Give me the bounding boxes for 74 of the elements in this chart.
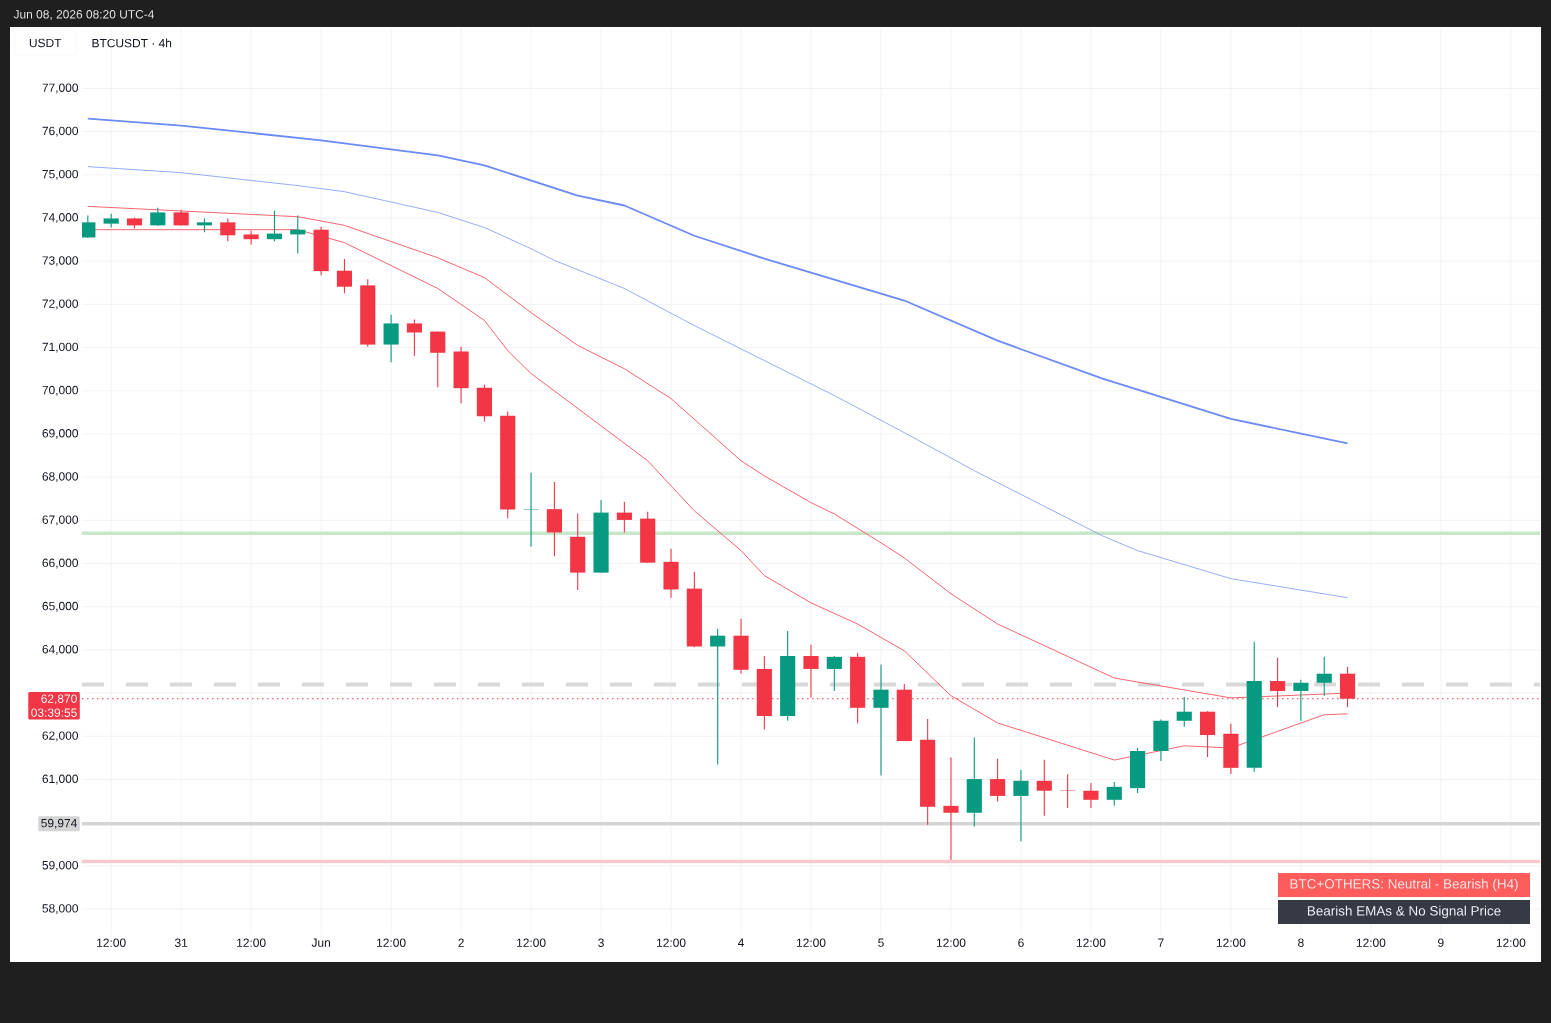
x-tick-label: 7 xyxy=(1158,938,1164,947)
y-tick-label: 71,000 xyxy=(42,342,79,353)
candlestick xyxy=(1293,679,1309,722)
x-tick-label: 2 xyxy=(458,938,464,947)
x-tick-label: 12:00 xyxy=(1076,938,1106,947)
annotation: Bearish EMAs & No Signal Price xyxy=(1307,905,1501,919)
y-tick-label: 69,000 xyxy=(42,429,79,439)
x-tick-label: 12:00 xyxy=(936,938,966,947)
candlestick xyxy=(873,664,889,777)
y-tick-label: 70,000 xyxy=(42,385,79,396)
line-series xyxy=(86,117,1349,445)
candlestick xyxy=(710,628,726,765)
candlestick xyxy=(943,756,959,861)
x-tick-label: 4 xyxy=(737,938,744,947)
x-tick-label: 12:00 xyxy=(656,938,686,947)
x-tick-label: 12:00 xyxy=(97,938,126,947)
y-tick-label: 64,000 xyxy=(42,645,79,655)
candlestick xyxy=(1316,656,1332,697)
candlestick xyxy=(803,644,819,698)
text: USDT xyxy=(29,38,62,48)
y-tick-label: 62,000 xyxy=(42,731,79,742)
x-tick-label: 9 xyxy=(1438,938,1444,947)
annotation: BTC+OTHERS: Neutral - Bearish (H4) xyxy=(1290,878,1518,892)
y-tick-label: 67,000 xyxy=(42,515,79,526)
y-tick-label: 66,000 xyxy=(42,558,79,569)
x-tick-label: 12:00 xyxy=(1356,938,1386,947)
candlestick xyxy=(243,230,259,246)
candlestick xyxy=(383,314,399,363)
x-tick-label: 12:00 xyxy=(237,938,266,947)
candlestick xyxy=(1199,710,1216,758)
candlestick xyxy=(1036,759,1052,817)
y-tick-label: 58,000 xyxy=(42,904,79,915)
y-tick-label: 77,000 xyxy=(42,83,79,94)
y-tick-label: 76,000 xyxy=(42,126,79,137)
x-tick-label: 8 xyxy=(1298,938,1304,947)
x-tick-label: 12:00 xyxy=(1216,938,1246,947)
x-tick-label: 12:00 xyxy=(796,938,826,947)
text: Jun 08, 2026 08:20 UTC-4 xyxy=(13,10,155,20)
text: BTCUSDT · 4h xyxy=(92,38,172,48)
x-tick-label: 5 xyxy=(878,938,884,947)
x-tick-label: Jun xyxy=(311,938,330,947)
candlestick xyxy=(523,472,539,548)
y-tick-label: 65,000 xyxy=(42,601,79,612)
candlestick xyxy=(1083,782,1099,809)
candlestick xyxy=(82,214,96,239)
candlestick xyxy=(546,481,562,557)
candlestick xyxy=(406,318,423,357)
x-tick-label: 12:00 xyxy=(517,938,546,947)
y-tick-label: 68,000 xyxy=(42,472,79,483)
candlestick xyxy=(1176,696,1192,728)
y-tick-label: 72,000 xyxy=(42,299,79,310)
y-tick-label: 75,000 xyxy=(42,169,79,180)
candlestick xyxy=(616,501,632,533)
y-tick-label: 61,000 xyxy=(42,774,79,785)
candlestick xyxy=(336,258,353,294)
y-tick-label: 74,000 xyxy=(42,213,79,223)
ref-line-label: 59,974 xyxy=(41,818,77,829)
x-tick-label: 3 xyxy=(598,938,604,947)
x-tick-label: 12:00 xyxy=(377,938,406,947)
y-tick-label: 73,000 xyxy=(42,256,79,267)
candlestick xyxy=(430,331,446,388)
candlestick xyxy=(1013,769,1029,842)
text: 03:39:55 xyxy=(31,708,77,717)
candlestick xyxy=(150,207,166,227)
ref-line-label: 62,870 xyxy=(41,694,77,705)
candlestick xyxy=(990,758,1006,803)
y-tick-label: 59,000 xyxy=(42,860,79,871)
candlestick xyxy=(1060,773,1076,809)
candlestick xyxy=(220,217,236,242)
x-tick-label: 12:00 xyxy=(1496,938,1526,947)
candlestick xyxy=(1106,781,1122,807)
x-tick-label: 6 xyxy=(1018,938,1024,947)
x-tick-label: 31 xyxy=(174,938,188,947)
candlestick xyxy=(826,655,842,692)
